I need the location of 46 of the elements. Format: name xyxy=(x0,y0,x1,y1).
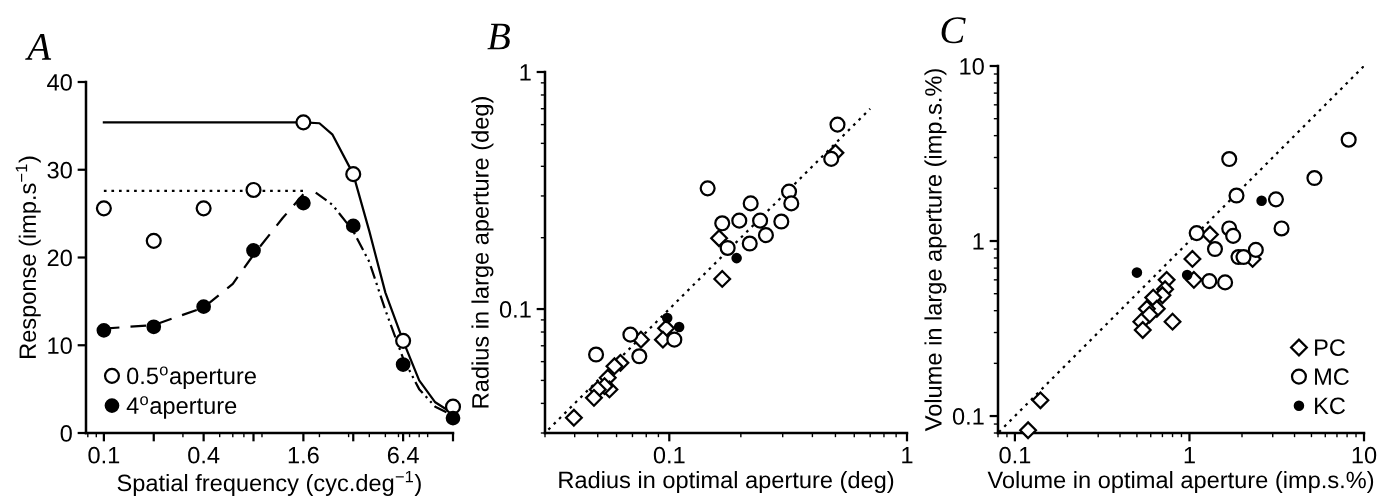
y-tick-label: 10 xyxy=(48,337,72,355)
legend-label: PC xyxy=(1315,339,1346,356)
legend-label: 0.5$^{o}$aperture xyxy=(127,366,256,389)
y-tick-label: 1 xyxy=(973,233,984,250)
point xyxy=(345,166,362,183)
x-tick-label: 0.1 xyxy=(999,446,1031,464)
y-tick-label: 0 xyxy=(60,425,72,442)
x-axis-title: Radius in optimal aperture (deg) xyxy=(559,470,894,493)
y-axis-title: Response (imp.s$^{−1}$) xyxy=(15,156,41,358)
y-axis-title: Radius in large aperture (deg) xyxy=(471,97,494,408)
point xyxy=(395,357,411,372)
x-tick-label: 1 xyxy=(1184,447,1195,464)
x-tick-label: 0.1 xyxy=(88,446,120,464)
legend-label: MC xyxy=(1315,368,1349,386)
chart-title: B xyxy=(487,23,510,50)
chart-title: A xyxy=(25,33,52,60)
point xyxy=(445,410,461,426)
chart-title: C xyxy=(941,17,966,44)
point xyxy=(395,332,412,349)
point xyxy=(145,232,162,249)
point xyxy=(296,195,311,211)
point xyxy=(196,299,211,314)
x-axis-title: Volume in optimal aperture (imp.s.%) xyxy=(987,470,1374,493)
point xyxy=(245,181,262,198)
y-axis-title: Volume in large aperture (imp.s.%) xyxy=(924,69,947,432)
y-tick-label: 20 xyxy=(47,249,72,267)
legend-label: 4$^{o}$aperture xyxy=(126,396,237,419)
y-tick-label: 30 xyxy=(47,161,72,179)
x-tick-label: 1 xyxy=(902,447,913,464)
point xyxy=(96,322,112,338)
point xyxy=(246,243,261,258)
point xyxy=(295,114,312,131)
y-tick-label: 40 xyxy=(47,74,72,91)
y-tick-label: 10 xyxy=(960,58,984,75)
x-tick-label: 6.4 xyxy=(387,446,419,464)
point xyxy=(146,319,162,335)
point xyxy=(345,218,361,234)
y-tick-label: 0.1 xyxy=(952,408,984,425)
point xyxy=(95,200,112,217)
x-axis-title: Spatial frequency (cyc.deg$^{−1}$) xyxy=(117,470,421,496)
legend-label: KC xyxy=(1315,397,1346,415)
x-tick-label: 0.4 xyxy=(188,446,220,464)
x-tick-label: 10 xyxy=(1352,446,1377,464)
x-tick-label: 1.6 xyxy=(288,446,319,464)
point xyxy=(195,200,212,217)
x-tick-label: 0.1 xyxy=(653,446,685,464)
